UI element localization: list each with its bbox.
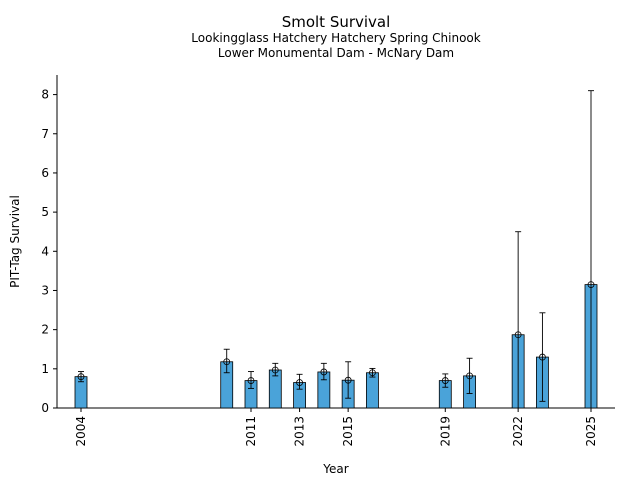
data-point-marker	[587, 281, 595, 288]
x-axis-label: Year	[322, 462, 348, 476]
x-tick-label: 2011	[244, 416, 258, 447]
data-point-marker	[466, 372, 473, 380]
x-tick-label: 2019	[438, 416, 452, 447]
x-tick-label: 2022	[511, 416, 525, 447]
y-tick-label: 5	[41, 205, 49, 219]
data-point-marker	[344, 376, 352, 384]
data-point-marker	[271, 366, 279, 374]
y-tick-label: 3	[41, 283, 49, 297]
data-point-marker	[77, 373, 85, 381]
data-point-marker	[539, 353, 546, 361]
bar	[366, 372, 379, 409]
data-point-marker	[369, 369, 376, 377]
data-point-marker	[223, 358, 231, 366]
y-tick-label: 7	[41, 127, 49, 141]
data-point-marker	[320, 368, 328, 376]
x-tick-label: 2004	[74, 416, 88, 447]
chart-subtitle-line-2: Lower Monumental Dam - McNary Dam	[217, 46, 455, 60]
y-tick-label: 8	[41, 88, 49, 102]
y-tick-label: 1	[41, 362, 49, 376]
y-axis-label: PIT-Tag Survival	[8, 195, 22, 288]
data-point-marker	[247, 377, 255, 384]
x-tick-label: 2013	[293, 416, 307, 447]
y-tick-label: 6	[41, 166, 49, 180]
chart-subtitle-line-1: Lookingglass Hatchery Hatchery Spring Ch…	[191, 31, 481, 45]
x-tick-label: 2015	[341, 416, 355, 447]
x-tick-label: 2025	[584, 416, 598, 447]
data-point-marker	[296, 379, 303, 386]
data-point-marker	[514, 331, 522, 339]
y-tick-label: 4	[41, 244, 49, 258]
chart-title: Smolt Survival	[281, 13, 391, 31]
data-point-marker	[441, 377, 449, 384]
y-tick-label: 0	[41, 401, 49, 415]
y-tick-label: 2	[41, 323, 49, 337]
